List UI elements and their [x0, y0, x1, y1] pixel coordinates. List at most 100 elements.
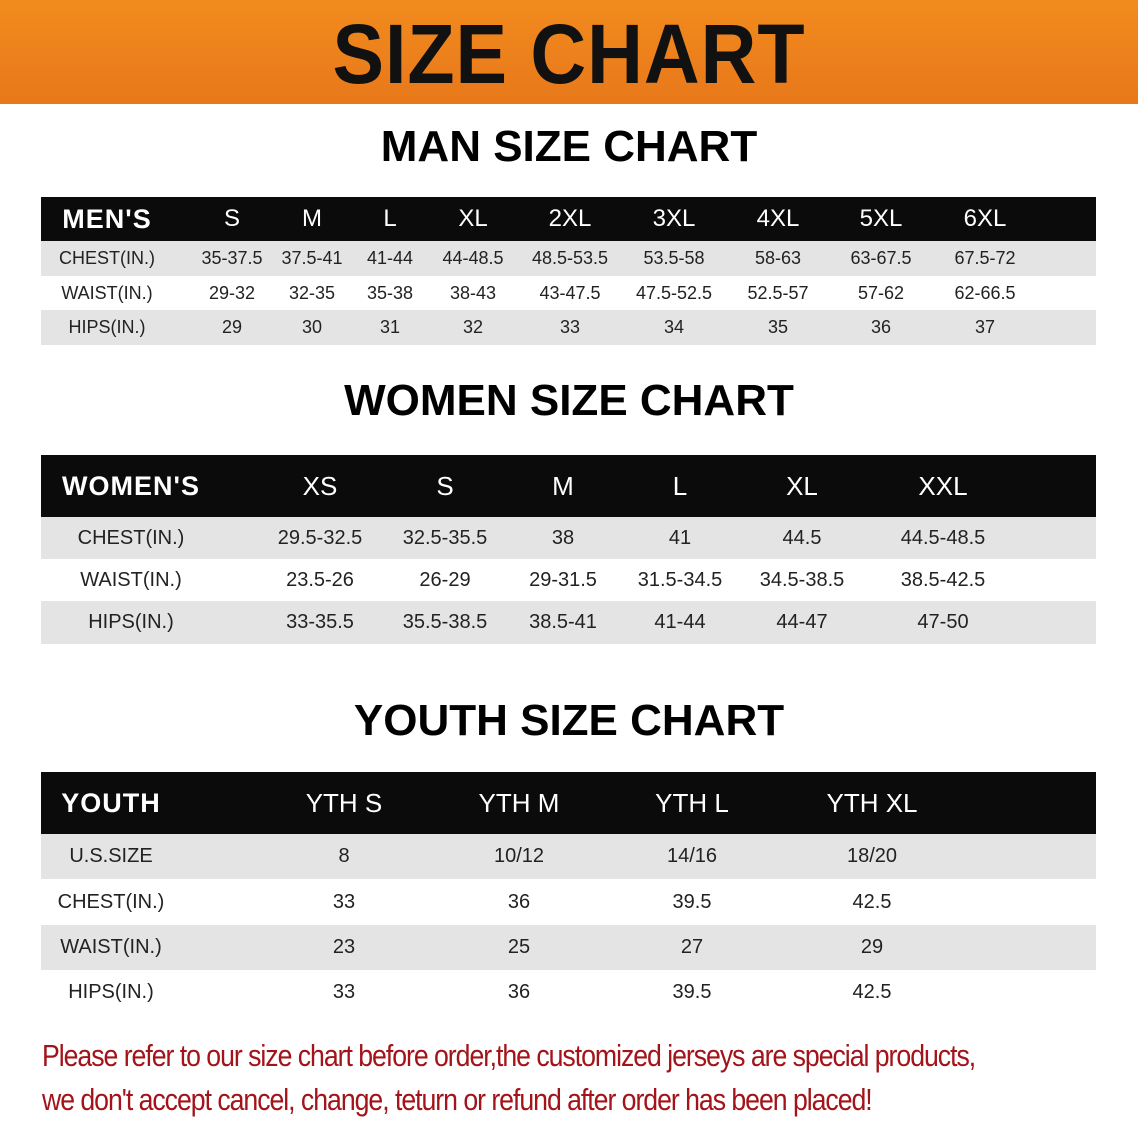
measurement-cell: 26-29 [419, 568, 471, 591]
measurement-cell: 29.5-32.5 [277, 526, 363, 549]
youth-header-label: YOUTH [61, 787, 161, 818]
measurement-cell: 47-50 [917, 611, 969, 633]
measurement-cell: 33-35.5 [286, 611, 354, 633]
measurement-cell: 18/20 [846, 845, 898, 867]
measurement-cell: 34.5-38.5 [759, 568, 845, 591]
measurement-cell: 39.5 [672, 890, 712, 913]
size-column-header: XL [458, 205, 488, 232]
measurement-cell: 31 [379, 317, 401, 337]
measurement-cell: 44-48.5 [442, 248, 504, 268]
size-column-header: 2XL [548, 205, 592, 232]
measurement-cell: 34 [663, 317, 685, 337]
youth-section-title: YOUTH SIZE CHART [353, 696, 785, 745]
measurement-cell: 25 [507, 936, 531, 958]
measurement-cell: 41 [668, 526, 692, 549]
table-row: WAIST(IN.) 23.5-26 26-29 29-31.5 31.5-34.5 34… [41, 559, 1096, 601]
size-column-header: XXL [918, 470, 968, 501]
measurement-cell: 33 [559, 317, 581, 337]
measurement-cell: 29 [221, 317, 243, 337]
measurement-cell: 35 [767, 317, 789, 337]
measurement-cell: 44.5 [782, 526, 822, 549]
measurement-cell: 8 [338, 845, 350, 867]
measurement-cell: 32 [462, 317, 484, 337]
measurement-cell: 35.5-38.5 [402, 611, 488, 633]
table-row: HIPS(IN.) 33-35.5 35.5-38.5 38.5-41 41-44 44-… [41, 601, 1096, 644]
measurement-cell: 10/12 [493, 845, 545, 867]
men-header-label: MEN'S [62, 203, 152, 234]
measurement-cell: 29-32 [208, 282, 256, 303]
measurement-cell: 48.5-53.5 [531, 248, 609, 268]
measurement-cell: 38-43 [449, 282, 497, 303]
measurement-cell: 57-62 [857, 282, 905, 303]
measurement-cell: 43-47.5 [539, 282, 601, 303]
measurement-cell: 53.5-58 [643, 248, 705, 268]
measurement-cell: 38 [551, 526, 575, 549]
notice-line-1: Please refer to our size chart before or… [42, 1038, 976, 1073]
measurement-cell: 63-67.5 [850, 248, 912, 268]
men-size-table: MEN'S S M L XL 2XL 3XL 4XL 5XL 6XL CHEST(IN.) 35-37… [41, 197, 1096, 345]
size-column-header: M [552, 470, 574, 501]
measurement-cell: 67.5-72 [954, 248, 1016, 268]
measurement-cell: 37 [974, 317, 996, 337]
banner-title: SIZE CHART [332, 7, 806, 101]
measurement-cell: 14/16 [666, 845, 718, 867]
measurement-cell: 29-31.5 [529, 568, 597, 591]
row-label: CHEST(IN.) [57, 890, 165, 913]
measurement-cell: 32-35 [288, 282, 336, 303]
measurement-cell: 37.5-41 [281, 248, 343, 268]
table-row: CHEST(IN.) 29.5-32.5 32.5-35.5 38 41 44.5 44.5… [41, 517, 1096, 559]
row-label: CHEST(IN.) [59, 248, 155, 268]
size-column-header: XS [302, 470, 338, 501]
measurement-cell: 32.5-35.5 [402, 526, 488, 549]
measurement-cell: 29 [860, 936, 884, 958]
measurement-cell: 33 [332, 890, 356, 913]
measurement-cell: 35-37.5 [201, 248, 263, 268]
row-label: CHEST(IN.) [77, 526, 185, 549]
row-label: WAIST(IN.) [60, 936, 162, 958]
women-size-table: WOMEN'S XS S M L XL XXL CHEST(IN.) 29.5-32.5 32.5… [41, 455, 1096, 644]
size-column-header: 3XL [652, 205, 696, 232]
size-column-header: 5XL [859, 205, 903, 232]
measurement-cell: 47.5-52.5 [635, 282, 713, 303]
row-label: HIPS(IN.) [68, 981, 154, 1003]
banner: SIZE CHART [0, 0, 1138, 104]
measurement-cell: 38.5-42.5 [900, 568, 986, 591]
men-header-row: MEN'S S M L XL 2XL 3XL 4XL 5XL 6XL [41, 197, 1096, 241]
youth-header-row: YOUTH YTH S YTH M YTH L YTH XL [41, 772, 1096, 834]
measurement-cell: 52.5-57 [747, 282, 809, 303]
measurement-cell: 62-66.5 [954, 282, 1016, 303]
table-row: CHEST(IN.) 33 36 39.5 42.5 [41, 879, 1096, 925]
measurement-cell: 33 [332, 981, 356, 1003]
size-column-header: YTH XL [826, 787, 918, 818]
table-row: HIPS(IN.) 33 36 39.5 42.5 [41, 970, 1096, 1015]
row-label: HIPS(IN.) [68, 317, 146, 337]
measurement-cell: 23.5-26 [286, 568, 354, 591]
size-column-header: L [383, 205, 397, 232]
table-row: HIPS(IN.) 29 30 31 32 33 34 35 36 37 [41, 310, 1096, 345]
size-column-header: S [223, 205, 241, 232]
row-label: WAIST(IN.) [61, 282, 153, 303]
measurement-cell: 42.5 [852, 981, 892, 1003]
measurement-cell: 31.5-34.5 [637, 568, 723, 591]
table-row: WAIST(IN.) 23 25 27 29 [41, 925, 1096, 970]
measurement-cell: 39.5 [672, 981, 712, 1003]
table-row: WAIST(IN.) 29-32 32-35 35-38 38-43 43-47.5 47.… [41, 276, 1096, 310]
men-section-title: MAN SIZE CHART [380, 122, 758, 171]
row-label: HIPS(IN.) [88, 611, 174, 633]
size-column-header: L [672, 470, 688, 501]
size-column-header: 6XL [963, 205, 1007, 232]
measurement-cell: 44-47 [776, 611, 828, 633]
size-column-header: YTH L [655, 787, 729, 818]
table-row: CHEST(IN.) 35-37.5 37.5-41 41-44 44-48.5 48.5… [41, 241, 1096, 276]
measurement-cell: 23 [332, 936, 356, 958]
size-column-header: YTH S [305, 787, 383, 818]
notice-line-2: we don't accept cancel, change, teturn o… [42, 1082, 873, 1117]
measurement-cell: 36 [870, 317, 892, 337]
measurement-cell: 42.5 [852, 890, 892, 913]
measurement-cell: 41-44 [366, 248, 414, 268]
size-column-header: M [302, 205, 322, 232]
measurement-cell: 41-44 [654, 611, 706, 633]
measurement-cell: 35-38 [366, 282, 414, 303]
women-section-title: WOMEN SIZE CHART [344, 376, 794, 425]
measurement-cell: 30 [301, 317, 323, 337]
